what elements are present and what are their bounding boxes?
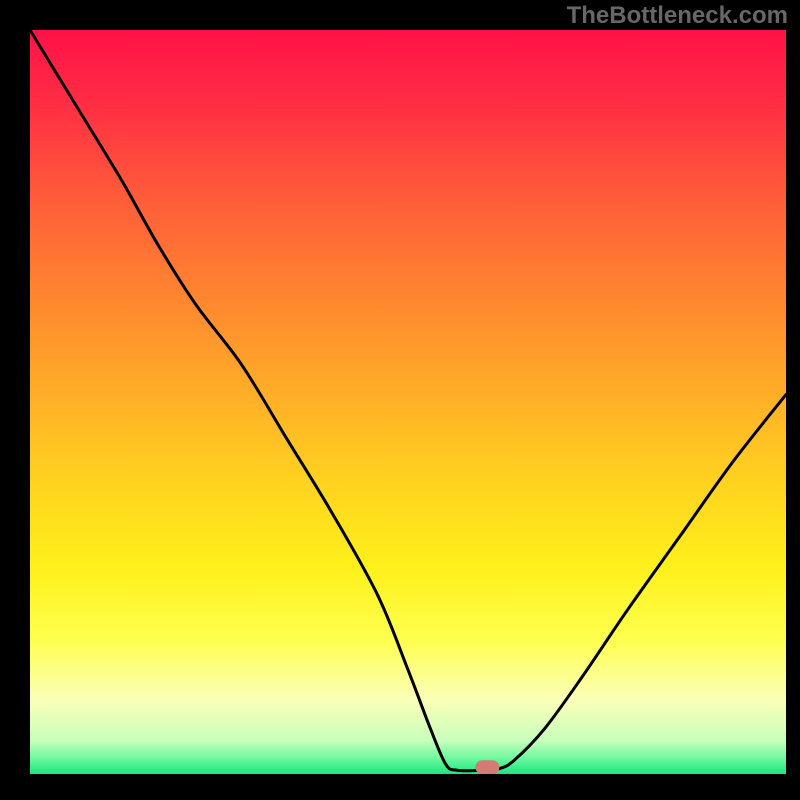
target-marker <box>475 760 499 774</box>
plot-area <box>30 30 786 774</box>
gradient-background <box>30 30 786 774</box>
chart-frame: TheBottleneck.com <box>0 0 800 800</box>
watermark-text: TheBottleneck.com <box>567 2 788 30</box>
